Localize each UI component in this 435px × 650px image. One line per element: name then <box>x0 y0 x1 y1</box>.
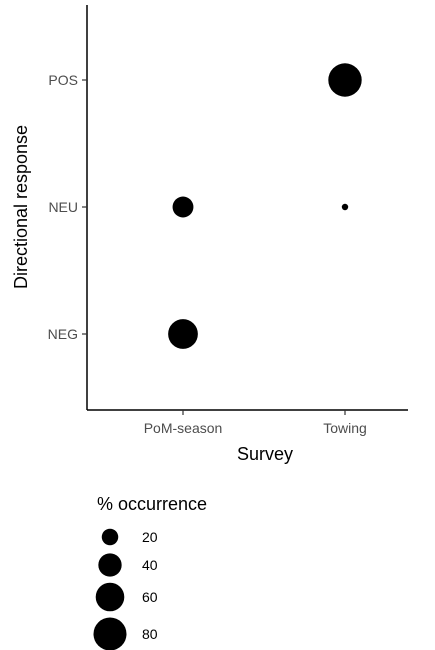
size-legend: 20 40 60 80 <box>93 528 158 650</box>
legend-key-circle <box>98 553 122 577</box>
y-axis-title: Directional response <box>11 125 31 289</box>
x-tick-label: PoM-season <box>144 420 223 436</box>
y-tick-label: NEU <box>48 199 78 215</box>
data-point <box>168 319 198 349</box>
data-point <box>341 203 349 211</box>
x-axis-title: Survey <box>237 444 293 464</box>
legend-key-circle <box>95 582 125 612</box>
legend-title: % occurrence <box>97 494 207 514</box>
legend-key-circle <box>93 617 127 650</box>
legend-key-circle <box>101 528 119 546</box>
data-point <box>328 63 362 97</box>
data-point <box>172 196 194 218</box>
legend-key-label: 80 <box>142 626 158 642</box>
y-tick-label: NEG <box>48 326 78 342</box>
legend-key-label: 40 <box>142 557 158 573</box>
legend-key-label: 20 <box>142 529 158 545</box>
x-tick-label: Towing <box>323 420 367 436</box>
y-tick-label: POS <box>48 72 78 88</box>
legend-key-label: 60 <box>142 589 158 605</box>
